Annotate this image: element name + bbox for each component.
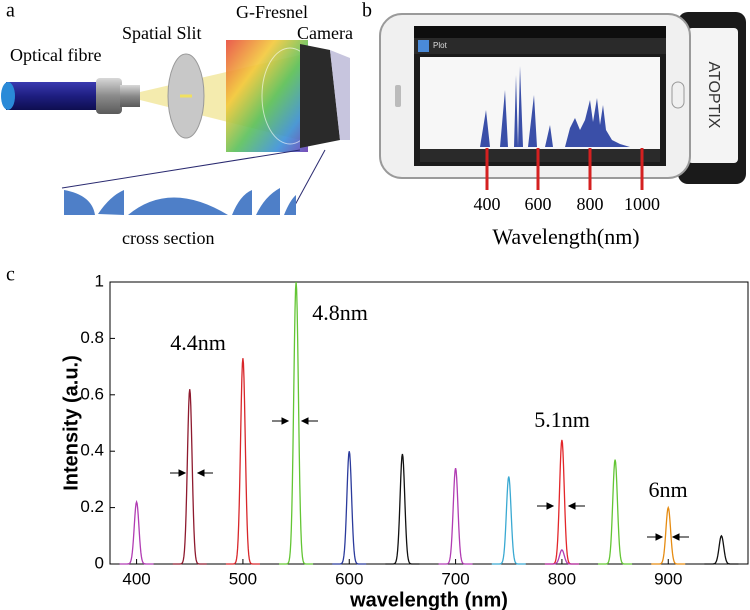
plot-frame (109, 281, 749, 565)
x-tick-label: 600 (335, 569, 363, 588)
app-bar (414, 38, 666, 54)
y-tick-label: 0.6 (80, 384, 104, 403)
spectral-peak (651, 505, 686, 565)
panel-label: b (362, 0, 372, 22)
status-bar (414, 26, 666, 38)
y-tick-label: 0.2 (80, 497, 104, 516)
fwhm-annotation: 4.4nm (170, 330, 226, 355)
spectral-peak (491, 476, 526, 565)
panel-label: c (6, 264, 15, 286)
label-g-fresnel: G-Fresnel (236, 2, 308, 22)
wavelength-label: Wavelength(nm) (492, 224, 639, 249)
screen-footer (420, 149, 660, 162)
y-axis-label: Intensity (a.u.) (60, 355, 82, 491)
spectral-peak (172, 389, 207, 565)
spectral-peak (279, 281, 314, 565)
marker-label: 400 (474, 194, 501, 214)
camera-side (330, 50, 350, 140)
screen-plot (420, 57, 660, 149)
app-icon (418, 40, 429, 52)
g-fresnel-shape (226, 40, 308, 152)
x-tick-label: 400 (122, 569, 150, 588)
label-optical-fibre: Optical fibre (10, 45, 101, 65)
spectral-peak (544, 549, 579, 565)
x-axis-label: wavelength (nm) (349, 589, 508, 610)
fwhm-arrows (170, 417, 689, 541)
y-tick-label: 0.4 (80, 441, 104, 460)
marker-label: 1000 (624, 194, 660, 214)
panel-b: b ATOPTIX Plot 400 600 800 1000 Wavelength(… (362, 0, 746, 249)
label-camera: Camera (297, 23, 353, 43)
y-tick-label: 0 (95, 553, 104, 572)
cross-section-shape (64, 188, 296, 215)
camera-shape (300, 44, 340, 148)
spectral-peak (704, 534, 739, 565)
y-tick-label: 1 (95, 271, 104, 290)
spectral-peak (119, 499, 154, 565)
marker-label: 600 (525, 194, 552, 214)
fwhm-annotation: 5.1nm (534, 407, 590, 432)
y-tick-label: 0.8 (80, 328, 104, 347)
x-tick-label: 900 (654, 569, 682, 588)
device-face (688, 28, 738, 163)
brand-logo: ATOPTIX (705, 62, 722, 129)
spectral-peak (385, 453, 420, 565)
app-title: Plot (433, 41, 448, 50)
connector (120, 85, 140, 107)
marker-label: 800 (577, 194, 604, 214)
spectral-peak (544, 439, 579, 565)
screen-spectrum (440, 66, 630, 147)
panel-label: a (6, 0, 15, 22)
fwhm-annotation: 4.8nm (312, 300, 368, 325)
connector (96, 78, 122, 114)
spectrum-chart: 0 0.2 0.4 0.6 0.8 1 400 500 600 700 800 900 waveleng… (60, 271, 749, 610)
spectral-peak (438, 467, 473, 565)
optical-fibre-shape (6, 82, 98, 110)
home-button (671, 81, 685, 109)
x-tick-label: 700 (441, 569, 469, 588)
speaker (395, 85, 401, 107)
x-tick-label: 800 (548, 569, 576, 588)
spectral-peak (225, 358, 260, 565)
spectral-peak (332, 451, 367, 565)
spectral-peak (598, 459, 633, 565)
callout-line (294, 149, 326, 206)
label-spatial-slit: Spatial Slit (122, 23, 202, 43)
label-cross-section: cross section (122, 228, 214, 248)
panel-a: a Optical fibre Spatial Slit G-Fresnel C… (1, 0, 353, 248)
fibre-end (1, 82, 15, 110)
x-tick-label: 500 (229, 569, 257, 588)
fwhm-annotation: 6nm (648, 477, 687, 502)
panel-c: c (6, 264, 15, 286)
callout-line (61, 149, 301, 189)
